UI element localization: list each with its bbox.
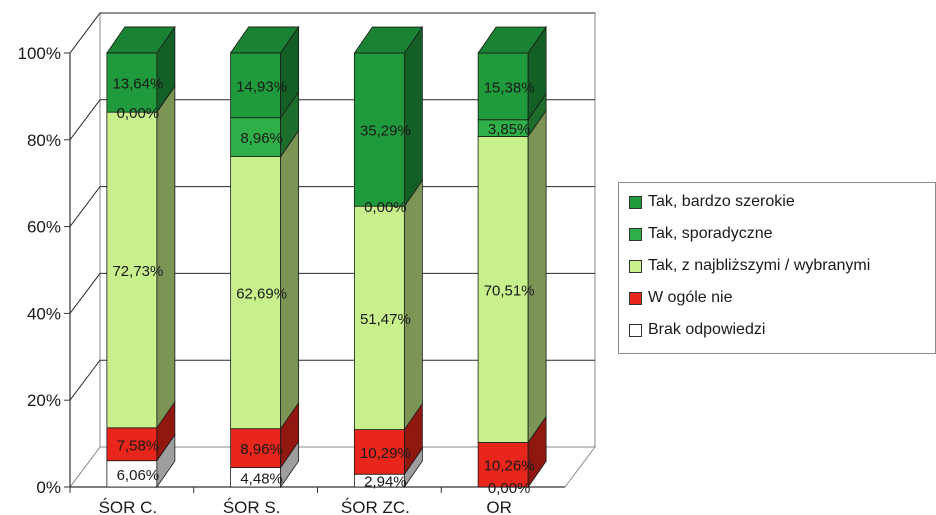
bar-segment-side <box>156 84 176 430</box>
data-label: 6,06% <box>117 467 160 484</box>
data-labels: 6,06% 7,58% 72,73% 0,00% 13,64% 4,48% 8,96% 62,… <box>112 76 534 497</box>
legend-label: Tak, sporadyczne <box>648 225 773 242</box>
data-label: 8,96% <box>240 130 283 147</box>
bar-segment-side <box>403 25 423 208</box>
y-tick-label: 80% <box>27 131 61 150</box>
data-label: 10,29% <box>360 445 411 462</box>
bar-segment <box>106 111 158 429</box>
gridline <box>69 99 595 141</box>
y-tick-label: 40% <box>27 304 61 323</box>
data-label: 72,73% <box>112 263 163 280</box>
legend-swatch <box>629 259 642 273</box>
legend-item: Tak, bardzo szerokie <box>629 191 795 213</box>
data-label: 62,69% <box>236 286 287 303</box>
bar-top <box>106 26 176 54</box>
data-label: 4,48% <box>240 470 283 487</box>
bar-segment <box>353 52 405 207</box>
legend-label: W ogóle nie <box>648 289 733 306</box>
bar-segment-side <box>280 129 300 430</box>
data-label: 2,94% <box>364 474 407 491</box>
legend-swatch <box>629 195 642 209</box>
data-label: 0,00% <box>117 105 160 122</box>
legend-item: Brak odpowiedzi <box>629 319 765 341</box>
bar-segment <box>230 52 282 119</box>
data-label: 7,58% <box>117 437 160 454</box>
y-axis-ticks: 0% 20% 40% 60% 80% 100% <box>18 44 61 497</box>
legend-label: Tak, z najbliższymi / wybranymi <box>648 257 871 274</box>
x-tick-label: ŚOR C. <box>99 498 158 515</box>
legend-swatch <box>629 227 642 241</box>
bar-top <box>353 26 424 54</box>
gridline <box>69 272 595 314</box>
bar-segment-side <box>403 178 423 431</box>
bar-segment <box>230 428 282 468</box>
data-label: 70,51% <box>484 282 535 299</box>
legend-swatch <box>629 323 642 337</box>
data-label: 3,85% <box>488 121 531 138</box>
y-tick-label: 60% <box>27 218 61 237</box>
bars <box>106 25 547 489</box>
bar-top <box>229 26 300 54</box>
bar-top <box>477 26 547 54</box>
data-label: 0,00% <box>364 199 407 216</box>
chart-side-wall <box>69 11 101 489</box>
x-tick-label: ŚOR ZC. <box>341 498 410 515</box>
bar-segment <box>106 52 158 113</box>
bar-segment <box>353 429 405 475</box>
data-label: 0,00% <box>488 480 531 497</box>
bar-segment <box>477 442 529 488</box>
legend-label: Brak odpowiedzi <box>648 321 766 338</box>
legend-item: W ogóle nie <box>629 287 733 309</box>
gridline <box>69 12 595 54</box>
data-label: 15,38% <box>484 79 535 96</box>
legend-label: Tak, bardzo szerokie <box>648 193 795 210</box>
y-tick-label: 100% <box>18 44 61 63</box>
data-label: 35,29% <box>360 123 411 140</box>
gridline <box>69 186 595 227</box>
bar-segment <box>230 117 282 157</box>
bar-segment-side <box>527 109 547 444</box>
data-label: 14,93% <box>236 78 287 95</box>
legend-item: Tak, z najbliższymi / wybranymi <box>629 255 870 277</box>
gridline <box>69 359 595 401</box>
y-tick-label: 0% <box>36 478 61 497</box>
legend-item: Tak, sporadyczne <box>629 223 773 245</box>
legend-swatch <box>629 291 642 305</box>
data-label: 13,64% <box>112 76 163 93</box>
x-tick-label: ŚOR S. <box>223 498 281 515</box>
gridlines <box>69 12 595 401</box>
x-tick-label: OR <box>486 498 512 515</box>
bar-segment <box>353 205 405 430</box>
legend: Tak, bardzo szerokie Tak, sporadyczne Tak,… <box>618 182 936 354</box>
x-axis-ticks: ŚOR C. ŚOR S. ŚOR ZC. OR <box>99 498 512 515</box>
data-label: 8,96% <box>240 441 283 458</box>
bar-segment <box>230 156 282 430</box>
data-label: 51,47% <box>360 311 411 328</box>
data-label: 10,26% <box>484 458 535 475</box>
y-tick-label: 20% <box>27 391 61 410</box>
